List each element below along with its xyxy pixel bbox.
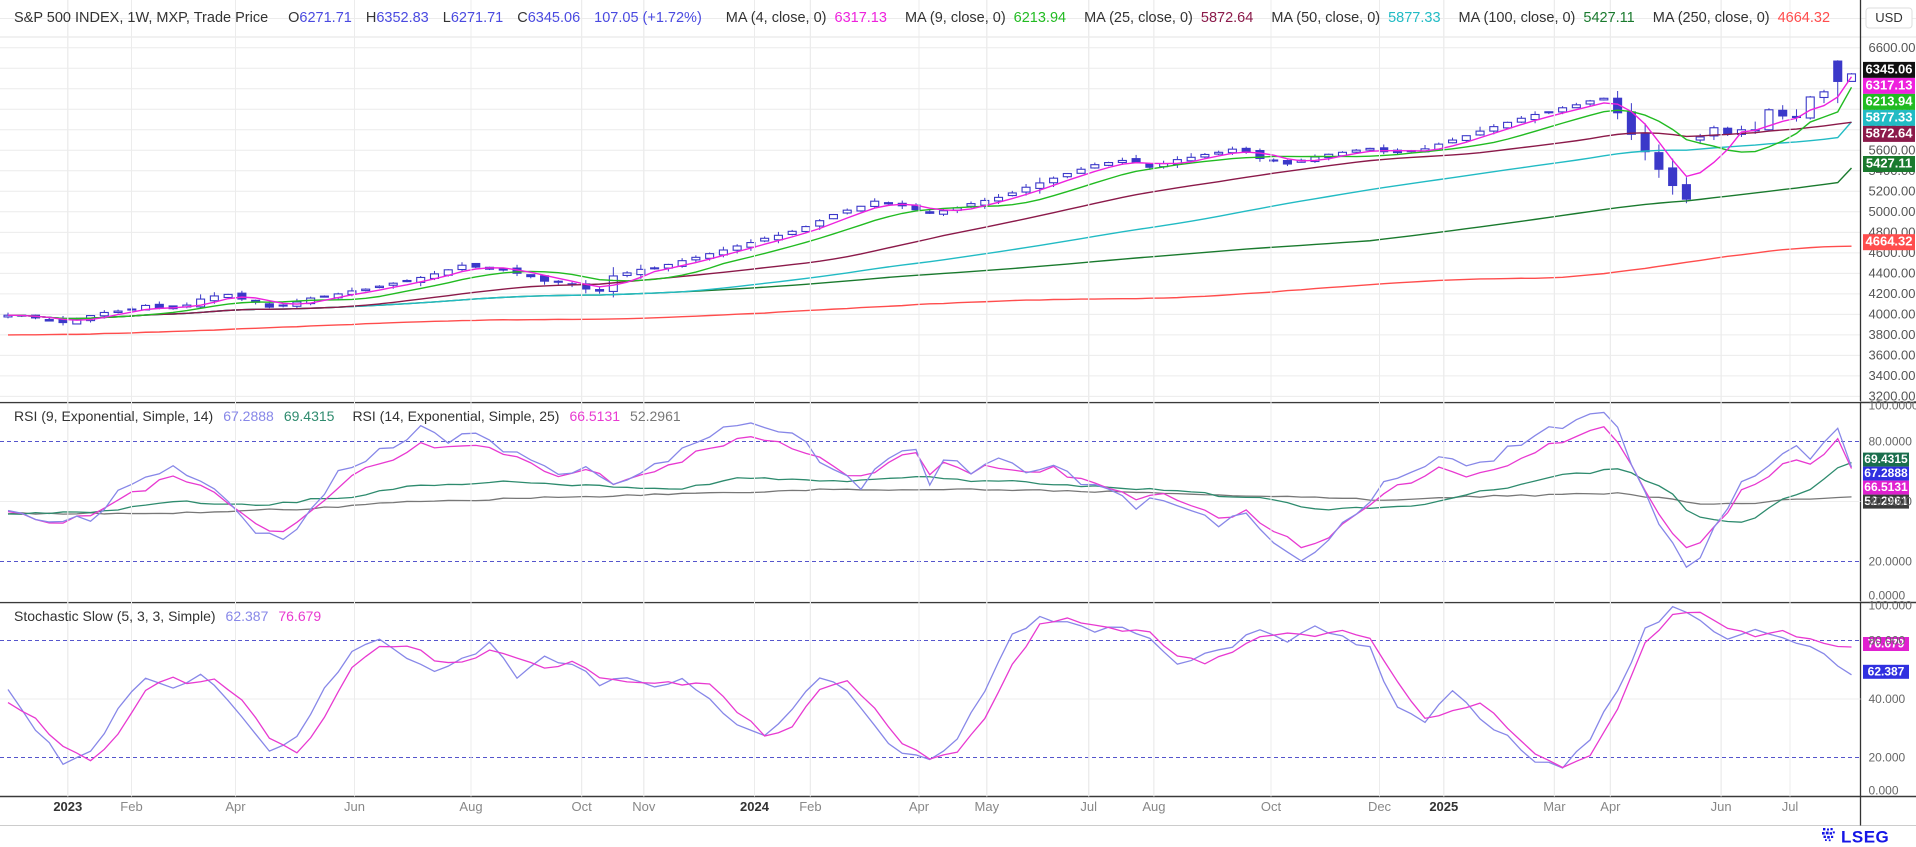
svg-text:0.000: 0.000 — [1869, 784, 1899, 798]
svg-text:Apr: Apr — [909, 799, 930, 814]
svg-text:20.000: 20.000 — [1869, 751, 1906, 765]
svg-text:Jul: Jul — [1080, 799, 1097, 814]
svg-text:Jun: Jun — [344, 799, 365, 814]
svg-text:Feb: Feb — [120, 799, 142, 814]
svg-text:LSEG: LSEG — [1841, 828, 1889, 847]
svg-text:62.387: 62.387 — [1868, 664, 1905, 678]
svg-text:Jun: Jun — [1711, 799, 1732, 814]
svg-text:Mar: Mar — [1543, 799, 1566, 814]
svg-text:Oct: Oct — [1261, 799, 1282, 814]
svg-text:40.000: 40.000 — [1869, 692, 1906, 706]
svg-text:6213.94: 6213.94 — [1866, 93, 1914, 108]
svg-text:100.000: 100.000 — [1869, 599, 1913, 613]
svg-text:69.4315: 69.4315 — [1864, 452, 1908, 466]
svg-text:Oct: Oct — [571, 799, 592, 814]
svg-text:2024: 2024 — [740, 799, 770, 814]
svg-text:4400.00: 4400.00 — [1869, 265, 1916, 280]
svg-text:20.0000: 20.0000 — [1869, 555, 1913, 569]
svg-text:Jul: Jul — [1782, 799, 1799, 814]
svg-text:3800.00: 3800.00 — [1869, 327, 1916, 342]
svg-text:67.2888: 67.2888 — [1864, 466, 1908, 480]
svg-text:6317.13: 6317.13 — [1866, 77, 1913, 92]
svg-text:5872.64: 5872.64 — [1866, 125, 1914, 140]
svg-text:USD: USD — [1875, 10, 1902, 25]
svg-text:Dec: Dec — [1368, 799, 1392, 814]
svg-text:4000.00: 4000.00 — [1869, 306, 1916, 321]
svg-text:Nov: Nov — [632, 799, 656, 814]
svg-text:6600.00: 6600.00 — [1869, 40, 1916, 55]
svg-text:80.000: 80.000 — [1869, 634, 1906, 648]
svg-text:3400.00: 3400.00 — [1869, 368, 1916, 383]
svg-text:Aug: Aug — [1142, 799, 1165, 814]
svg-text:May: May — [975, 799, 1000, 814]
svg-text:2025: 2025 — [1429, 799, 1458, 814]
svg-text:4664.32: 4664.32 — [1866, 234, 1913, 249]
svg-text:Apr: Apr — [225, 799, 246, 814]
svg-text:Feb: Feb — [799, 799, 821, 814]
svg-text:5427.11: 5427.11 — [1866, 156, 1912, 171]
svg-text:Aug: Aug — [459, 799, 482, 814]
svg-text:66.5131: 66.5131 — [1864, 480, 1908, 494]
svg-text:4200.00: 4200.00 — [1869, 286, 1916, 301]
svg-text:5200.00: 5200.00 — [1869, 183, 1916, 198]
svg-text:5877.33: 5877.33 — [1866, 109, 1913, 124]
svg-text:100.0000: 100.0000 — [1869, 399, 1916, 413]
svg-text:80.0000: 80.0000 — [1869, 435, 1913, 449]
svg-text:40.0000: 40.0000 — [1869, 495, 1913, 509]
svg-text:2023: 2023 — [53, 799, 82, 814]
svg-text:6345.06: 6345.06 — [1866, 61, 1913, 76]
svg-text:Apr: Apr — [1600, 799, 1621, 814]
svg-text:5000.00: 5000.00 — [1869, 204, 1916, 219]
svg-text:3600.00: 3600.00 — [1869, 347, 1916, 362]
